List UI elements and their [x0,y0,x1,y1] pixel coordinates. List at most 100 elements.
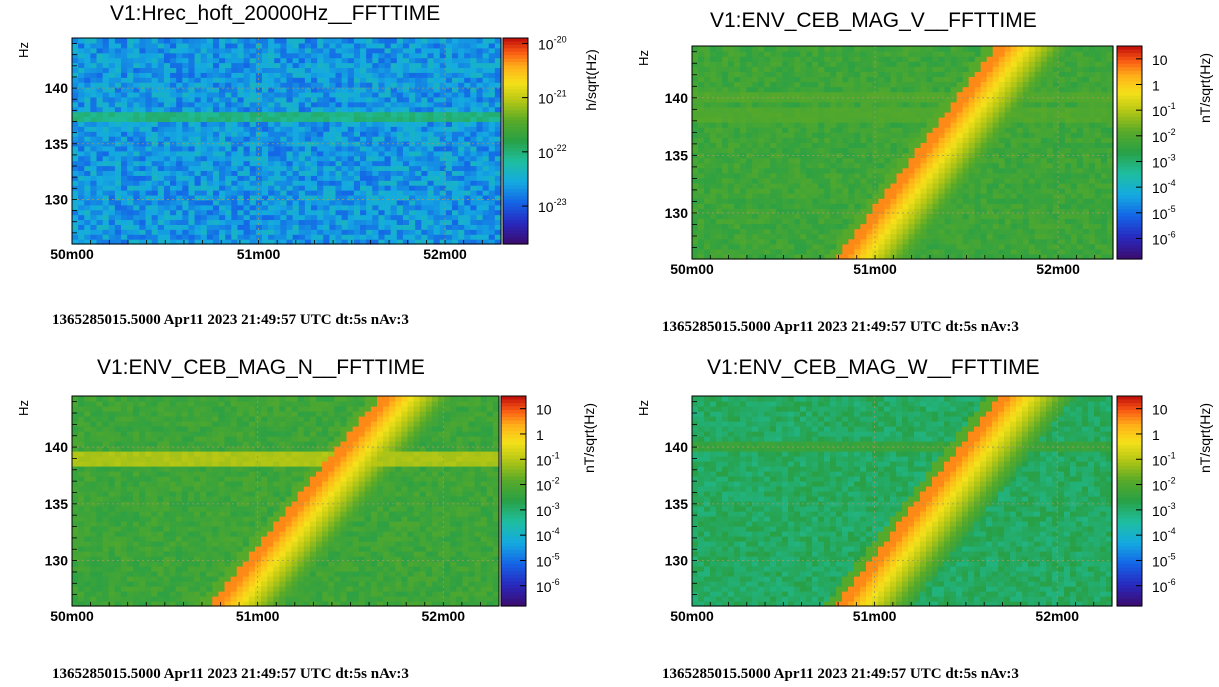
heatmap-cell [170,67,177,73]
color-bar-step [503,237,528,242]
heatmap-cell [170,180,177,186]
heatmap-cell [932,198,940,204]
heatmap-cell [139,57,147,64]
heatmap-cell [800,213,807,220]
heatmap-cell [390,82,398,88]
heatmap-cell [200,204,208,211]
heatmap-cell [212,229,220,235]
heatmap-cell [151,82,159,88]
heatmap-cell [464,136,471,142]
heatmap-cell [268,150,275,157]
heatmap-cell [372,239,380,245]
heatmap-cell [476,239,484,245]
heatmap-cell [323,155,330,162]
heatmap-cell [752,233,759,240]
heatmap-cell [261,77,269,83]
heatmap-cell [794,223,801,230]
heatmap-cell [335,42,343,49]
heatmap-cell [231,239,239,245]
heatmap-cell [734,162,741,169]
heatmap-cell [261,67,269,73]
heatmap-cell [292,190,300,196]
heatmap-cell [304,239,312,245]
heatmap-cell [329,101,337,108]
heatmap-cell [710,162,717,169]
heatmap-cell [938,122,946,128]
heatmap-cell [329,82,337,88]
heatmap-cell [776,122,783,128]
heatmap-cell [335,91,343,98]
heatmap-cell [274,150,281,157]
heatmap-cell [280,160,288,167]
heatmap-cell [842,86,849,93]
heatmap-cell [427,170,435,176]
heatmap-cell [794,132,801,138]
heatmap-cell [286,52,294,59]
heatmap-cell [317,224,324,230]
heatmap-cell [206,91,214,98]
heatmap-cell [806,172,813,179]
heatmap-cell [188,111,196,118]
heatmap-cell [818,122,825,128]
heatmap-cell [78,141,85,147]
heatmap-cell [445,77,453,83]
heatmap-cell [90,57,98,64]
heatmap-cell [402,57,410,64]
heatmap-cell [854,122,861,128]
heatmap-cell [280,219,288,225]
heatmap-cell [914,203,922,209]
heatmap-cell [84,234,91,240]
heatmap-cell [311,185,318,191]
heatmap-cell [274,121,281,127]
heatmap-cell [353,38,361,44]
heatmap-cell [758,122,765,128]
heatmap-cell [476,199,484,206]
heatmap-cell [255,185,263,191]
heatmap-cell [402,77,410,83]
heatmap-cell [219,155,226,162]
heatmap-cell [72,131,79,137]
heatmap-cell [133,57,141,64]
heatmap-cell [421,106,429,113]
heatmap-cell [776,162,783,169]
heatmap-cell [163,204,171,211]
heatmap-cell [830,132,837,138]
heatmap-cell [896,167,904,174]
heatmap-cell [133,204,141,211]
heatmap-cell [932,188,940,194]
heatmap-cell [157,145,165,152]
heatmap-cell [704,66,711,72]
heatmap-cell [710,122,717,128]
heatmap-cell [884,71,892,78]
heatmap-cell [458,67,465,73]
heatmap-cell [788,56,795,62]
heatmap-cell [752,213,759,220]
heatmap-cell [121,229,128,235]
heatmap-cell [188,62,196,69]
heatmap-cell [482,106,490,113]
heatmap-cell [854,253,861,260]
heatmap-cell [764,233,771,240]
heatmap-cell [261,106,269,113]
heatmap-cell [470,185,478,191]
heatmap-cell [139,116,147,122]
heatmap-cell [488,209,496,216]
heatmap-cell [274,136,281,142]
heatmap-cell [133,72,141,78]
heatmap-cell [286,57,294,64]
heatmap-cell [378,77,386,83]
heatmap-cell [962,213,970,220]
heatmap-cell [746,137,753,143]
heatmap-cell [261,145,269,152]
heatmap-cell [902,208,910,214]
heatmap-cell [878,142,886,149]
heatmap-cell [323,136,330,142]
heatmap-cell [151,42,159,49]
heatmap-cell [255,52,263,59]
heatmap-cell [261,47,269,54]
heatmap-cell [488,150,496,157]
heatmap-cell [494,145,502,152]
heatmap-cell [794,198,801,204]
heatmap-cell [108,96,116,103]
heatmap-cell [402,141,410,147]
